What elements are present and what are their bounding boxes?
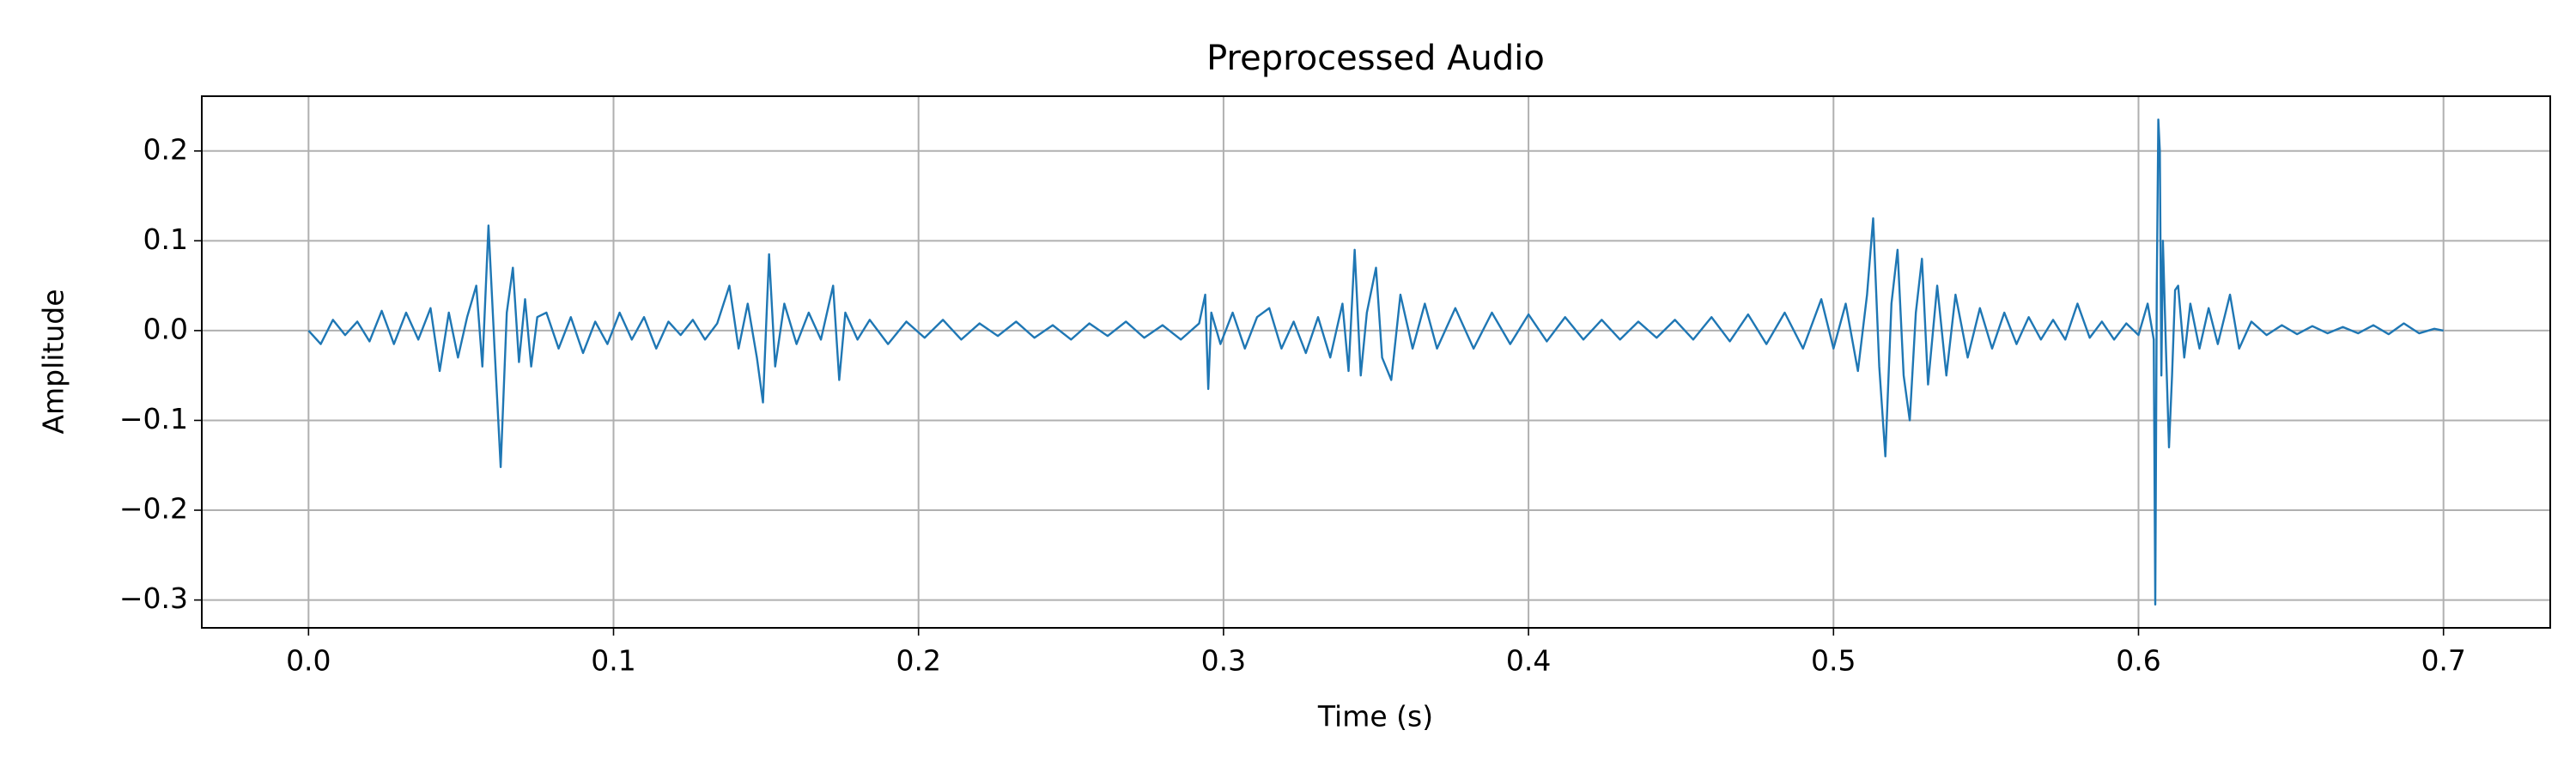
y-axis-label: Amplitude (37, 289, 70, 434)
x-tick-label: 0.0 (286, 644, 331, 678)
x-axis-label: Time (s) (1317, 700, 1433, 733)
x-tick-label: 0.5 (1811, 644, 1856, 678)
x-tick-label: 0.3 (1201, 644, 1246, 678)
waveform-line (307, 118, 2444, 606)
y-tick-label: 0.0 (143, 312, 188, 345)
x-tick-label: 0.4 (1506, 644, 1551, 678)
y-tick-label: 0.2 (143, 132, 188, 166)
y-tick-label: 0.1 (143, 222, 188, 256)
x-tick-label: 0.2 (896, 644, 940, 678)
chart-title: Preprocessed Audio (1206, 39, 1545, 78)
x-tick-label: 0.6 (2116, 644, 2160, 678)
plot-frame (201, 95, 2551, 629)
x-tick-label: 0.7 (2421, 644, 2465, 678)
y-tick-label: −0.1 (119, 402, 188, 435)
y-tick-label: −0.3 (119, 581, 188, 615)
x-tick-label: 0.1 (591, 644, 635, 678)
y-tick-label: −0.2 (119, 492, 188, 526)
